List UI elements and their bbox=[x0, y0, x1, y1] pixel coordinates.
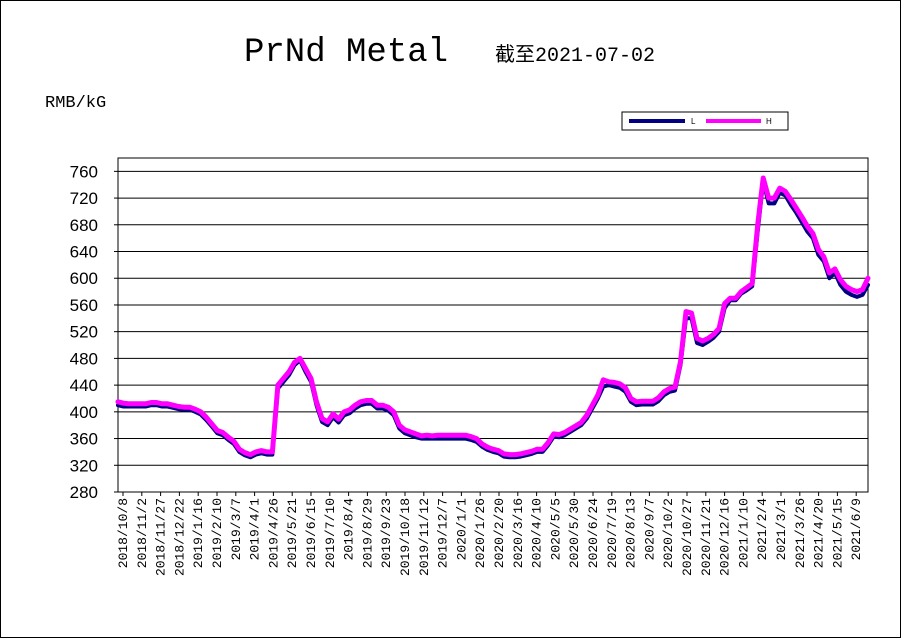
legend-label-l: L bbox=[691, 117, 696, 126]
y-tick-label-10: 680 bbox=[70, 216, 98, 235]
x-tick-label-11: 2019/7/10 bbox=[323, 498, 338, 568]
y-tick-label-3: 400 bbox=[70, 403, 98, 422]
y-axis-unit: RMB/kG bbox=[45, 94, 106, 113]
y-tick-label-0: 280 bbox=[70, 483, 98, 502]
gridlines bbox=[118, 170, 868, 466]
x-tick-label-16: 2019/11/12 bbox=[417, 498, 432, 576]
x-tick-label-0: 2018/10/8 bbox=[116, 498, 131, 568]
x-tick-label-14: 2019/9/23 bbox=[379, 498, 394, 568]
x-tick-label-29: 2020/10/2 bbox=[661, 498, 676, 568]
x-tick-label-6: 2019/3/7 bbox=[229, 498, 244, 560]
y-tick-label-6: 520 bbox=[70, 323, 98, 342]
legend-box bbox=[621, 111, 789, 131]
x-tick-label-10: 2019/6/15 bbox=[304, 498, 319, 568]
x-tick-label-37: 2021/4/20 bbox=[812, 498, 827, 568]
x-tick-label-26: 2020/7/19 bbox=[605, 498, 620, 568]
y-tick-label-5: 480 bbox=[70, 349, 98, 368]
y-tick-label-11: 720 bbox=[70, 189, 98, 208]
x-tick-label-31: 2020/11/21 bbox=[699, 498, 714, 576]
y-tick-label-4: 440 bbox=[70, 376, 98, 395]
legend-label-h: H bbox=[766, 117, 772, 126]
x-tick-label-24: 2020/5/30 bbox=[567, 498, 582, 568]
legend: L H bbox=[621, 111, 789, 131]
x-tick-label-12: 2019/8/4 bbox=[342, 498, 357, 561]
chart-subtitle: 截至2021-07-02 bbox=[495, 43, 655, 68]
y-tick-label-7: 560 bbox=[70, 296, 98, 315]
series-lines bbox=[115, 175, 871, 460]
x-tick-label-22: 2020/4/10 bbox=[530, 498, 545, 568]
x-tick-label-27: 2020/8/13 bbox=[624, 498, 639, 568]
y-tick-label-1: 320 bbox=[70, 456, 98, 475]
series-line-h bbox=[115, 175, 871, 458]
x-tick-label-38: 2021/5/15 bbox=[830, 498, 845, 568]
y-tick-label-9: 640 bbox=[70, 243, 98, 262]
x-tick-label-17: 2019/12/7 bbox=[436, 498, 451, 568]
x-tick-label-32: 2020/12/16 bbox=[718, 498, 733, 576]
x-tick-label-9: 2019/5/21 bbox=[285, 498, 300, 568]
x-tick-label-23: 2020/5/5 bbox=[548, 498, 563, 560]
y-tick-label-2: 360 bbox=[70, 430, 98, 449]
chart-title: PrNd Metal bbox=[244, 34, 448, 72]
x-tick-label-18: 2020/1/1 bbox=[454, 498, 469, 561]
y-tick-label-8: 600 bbox=[70, 269, 98, 288]
x-tick-label-28: 2020/9/7 bbox=[642, 498, 657, 560]
x-tick-label-7: 2019/4/1 bbox=[248, 498, 263, 561]
x-tick-label-33: 2021/1/10 bbox=[736, 498, 751, 568]
x-tick-label-2: 2018/11/27 bbox=[154, 498, 169, 576]
x-tick-label-3: 2018/12/22 bbox=[172, 498, 187, 576]
x-tick-label-5: 2019/2/10 bbox=[210, 498, 225, 568]
x-tick-label-4: 2019/1/16 bbox=[191, 498, 206, 568]
x-tick-label-1: 2018/11/2 bbox=[135, 498, 150, 568]
x-tick-label-15: 2019/10/18 bbox=[398, 498, 413, 576]
x-tick-label-13: 2019/8/29 bbox=[360, 498, 375, 568]
y-axis-ticks: 280 320 360 400 440 480 520 560 600 640 680 720 760 bbox=[70, 162, 118, 502]
x-tick-label-35: 2021/3/1 bbox=[774, 498, 789, 561]
x-tick-label-19: 2020/1/26 bbox=[473, 498, 488, 568]
x-tick-label-39: 2021/6/9 bbox=[849, 498, 864, 560]
x-tick-label-8: 2019/4/26 bbox=[266, 498, 281, 568]
x-tick-label-21: 2020/3/16 bbox=[511, 498, 526, 568]
x-axis-ticks: 2018/10/8 2018/11/2 2018/11/27 2018/12/22 20… bbox=[116, 492, 864, 576]
x-tick-label-30: 2020/10/27 bbox=[680, 498, 695, 576]
y-tick-label-12: 760 bbox=[70, 162, 98, 181]
x-tick-label-20: 2020/2/20 bbox=[492, 498, 507, 568]
x-tick-label-34: 2021/2/4 bbox=[755, 498, 770, 561]
plot-area bbox=[117, 157, 869, 493]
x-tick-label-25: 2020/6/24 bbox=[586, 498, 601, 568]
x-tick-label-36: 2021/3/26 bbox=[793, 498, 808, 568]
